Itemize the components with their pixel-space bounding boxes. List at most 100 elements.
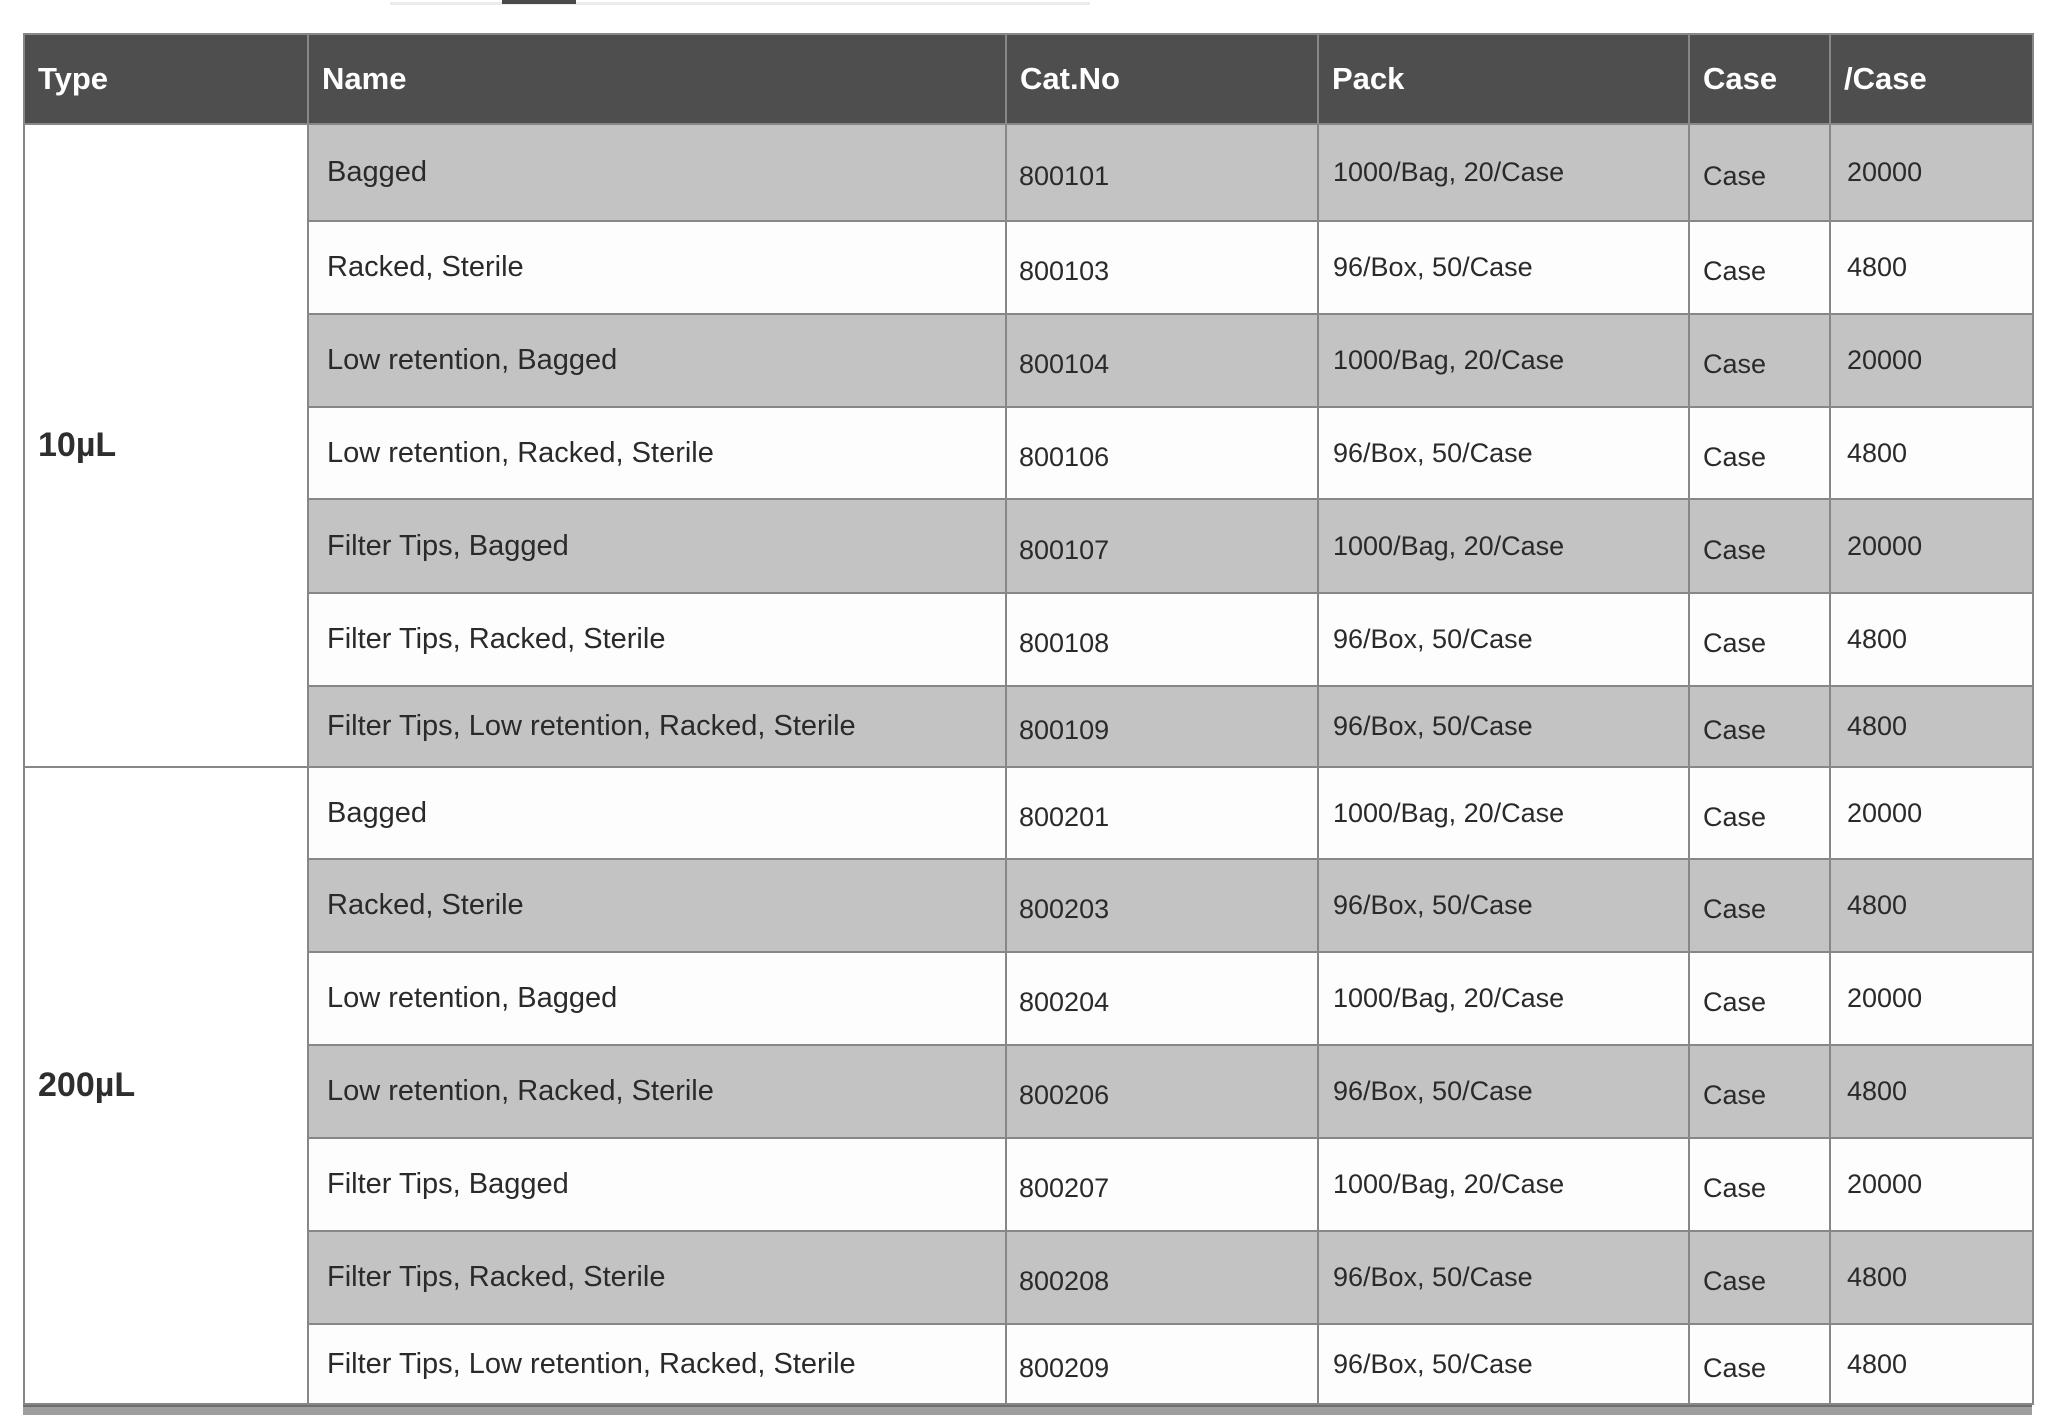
table-row: Racked, Sterile 800203 96/Box, 50/Case Case…	[24, 858, 2034, 953]
percase-cell: 4800	[1829, 220, 2034, 315]
pack-cell: 96/Box, 50/Case	[1317, 1323, 1690, 1405]
case-cell: Case	[1688, 951, 1831, 1046]
percase-cell: 4800	[1829, 685, 2034, 768]
catno-cell: 800201	[1005, 766, 1319, 860]
pack-cell: 1000/Bag, 20/Case	[1317, 766, 1690, 860]
name-cell: Filter Tips, Bagged	[307, 1137, 1007, 1232]
catno-cell: 800207	[1005, 1137, 1319, 1232]
catno-cell: 800101	[1005, 123, 1319, 222]
table-row: 200µL Bagged 800201 1000/Bag, 20/Case Case 20…	[23, 766, 2034, 1405]
pack-cell: 96/Box, 50/Case	[1317, 406, 1690, 500]
table-row: Filter Tips, Bagged 800107 1000/Bag, 20/Ca…	[24, 498, 2034, 594]
pack-cell: 96/Box, 50/Case	[1317, 220, 1690, 315]
name-cell: Racked, Sterile	[307, 220, 1007, 315]
percase-cell: 20000	[1829, 766, 2034, 860]
name-cell: Low retention, Racked, Sterile	[307, 1044, 1007, 1139]
catno-cell: 800107	[1005, 498, 1319, 594]
header-cat-no: Cat.No	[1005, 33, 1319, 125]
pack-cell: 96/Box, 50/Case	[1317, 1230, 1690, 1325]
header-name: Name	[307, 33, 1007, 125]
catno-cell: 800209	[1005, 1323, 1319, 1405]
table-row: Low retention, Racked, Sterile 800206 96/B…	[24, 1044, 2034, 1139]
product-catalog-table-wrap: Type Name Cat.No Pack Case /Case 10µL Bag…	[23, 33, 2034, 1405]
header-pack: Pack	[1317, 33, 1690, 125]
case-cell: Case	[1688, 858, 1831, 953]
table-bottom-edge	[23, 1405, 2032, 1415]
name-cell: Filter Tips, Low retention, Racked, Ster…	[307, 685, 1007, 768]
percase-cell: 20000	[1829, 123, 2034, 222]
case-cell: Case	[1688, 313, 1831, 408]
catno-cell: 800103	[1005, 220, 1319, 315]
pack-cell: 96/Box, 50/Case	[1317, 1044, 1690, 1139]
case-cell: Case	[1688, 766, 1831, 860]
table-row: Filter Tips, Racked, Sterile 800108 96/Box…	[24, 592, 2034, 687]
name-cell: Bagged	[307, 123, 1007, 222]
pack-cell: 96/Box, 50/Case	[1317, 685, 1690, 768]
case-cell: Case	[1688, 1137, 1831, 1232]
case-cell: Case	[1688, 406, 1831, 500]
pack-cell: 96/Box, 50/Case	[1317, 858, 1690, 953]
cropped-edge-artifact-dark	[502, 0, 576, 4]
percase-cell: 4800	[1829, 1230, 2034, 1325]
name-cell: Filter Tips, Racked, Sterile	[307, 1230, 1007, 1325]
pack-cell: 1000/Bag, 20/Case	[1317, 313, 1690, 408]
percase-cell: 4800	[1829, 406, 2034, 500]
name-cell: Filter Tips, Bagged	[307, 498, 1007, 594]
percase-cell: 20000	[1829, 1137, 2034, 1232]
table-row: Low retention, Bagged 800204 1000/Bag, 20/…	[24, 951, 2034, 1046]
table-row: Filter Tips, Low retention, Racked, Ster…	[24, 1323, 2034, 1405]
name-cell: Low retention, Bagged	[307, 313, 1007, 408]
percase-cell: 20000	[1829, 951, 2034, 1046]
catno-cell: 800204	[1005, 951, 1319, 1046]
case-cell: Case	[1688, 498, 1831, 594]
percase-cell: 20000	[1829, 498, 2034, 594]
case-cell: Case	[1688, 592, 1831, 687]
table-row: Low retention, Bagged 800104 1000/Bag, 20/…	[24, 313, 2034, 408]
case-cell: Case	[1688, 123, 1831, 222]
cropped-edge-artifact	[390, 2, 1090, 5]
header-per-case: /Case	[1829, 33, 2034, 125]
catno-cell: 800206	[1005, 1044, 1319, 1139]
name-cell: Low retention, Racked, Sterile	[307, 406, 1007, 500]
case-cell: Case	[1688, 685, 1831, 768]
percase-cell: 20000	[1829, 313, 2034, 408]
catno-cell: 800203	[1005, 858, 1319, 953]
header-row: Type Name Cat.No Pack Case /Case	[23, 33, 2034, 125]
catno-cell: 800104	[1005, 313, 1319, 408]
pack-cell: 1000/Bag, 20/Case	[1317, 951, 1690, 1046]
table-body: 10µL Bagged 800101 1000/Bag, 20/Case Case 200…	[23, 123, 2034, 1405]
name-cell: Racked, Sterile	[307, 858, 1007, 953]
table-row: 10µL Bagged 800101 1000/Bag, 20/Case Case 200…	[23, 123, 2034, 768]
percase-cell: 4800	[1829, 592, 2034, 687]
table-row: Filter Tips, Racked, Sterile 800208 96/Box…	[24, 1230, 2034, 1325]
name-cell: Low retention, Bagged	[307, 951, 1007, 1046]
pack-cell: 1000/Bag, 20/Case	[1317, 1137, 1690, 1232]
table-header: Type Name Cat.No Pack Case /Case	[23, 33, 2034, 125]
percase-cell: 4800	[1829, 858, 2034, 953]
pack-cell: 1000/Bag, 20/Case	[1317, 498, 1690, 594]
header-case: Case	[1688, 33, 1831, 125]
catno-cell: 800108	[1005, 592, 1319, 687]
name-cell: Filter Tips, Low retention, Racked, Ster…	[307, 1323, 1007, 1405]
pack-cell: 1000/Bag, 20/Case	[1317, 123, 1690, 222]
table-row: Racked, Sterile 800103 96/Box, 50/Case Case…	[24, 220, 2034, 315]
table-row: Filter Tips, Bagged 800207 1000/Bag, 20/Ca…	[24, 1137, 2034, 1232]
percase-cell: 4800	[1829, 1044, 2034, 1139]
case-cell: Case	[1688, 220, 1831, 315]
case-cell: Case	[1688, 1230, 1831, 1325]
type-group-label: 200µL	[23, 766, 309, 1405]
table-row: Low retention, Racked, Sterile 800106 96/B…	[24, 406, 2034, 500]
table-row: Filter Tips, Low retention, Racked, Ster…	[24, 685, 2034, 768]
product-catalog-table: Type Name Cat.No Pack Case /Case 10µL Bag…	[23, 33, 2034, 1405]
percase-cell: 4800	[1829, 1323, 2034, 1405]
type-group-label: 10µL	[23, 123, 309, 768]
catno-cell: 800208	[1005, 1230, 1319, 1325]
name-cell: Filter Tips, Racked, Sterile	[307, 592, 1007, 687]
catno-cell: 800109	[1005, 685, 1319, 768]
case-cell: Case	[1688, 1044, 1831, 1139]
catno-cell: 800106	[1005, 406, 1319, 500]
case-cell: Case	[1688, 1323, 1831, 1405]
pack-cell: 96/Box, 50/Case	[1317, 592, 1690, 687]
header-type: Type	[23, 33, 309, 125]
name-cell: Bagged	[307, 766, 1007, 860]
